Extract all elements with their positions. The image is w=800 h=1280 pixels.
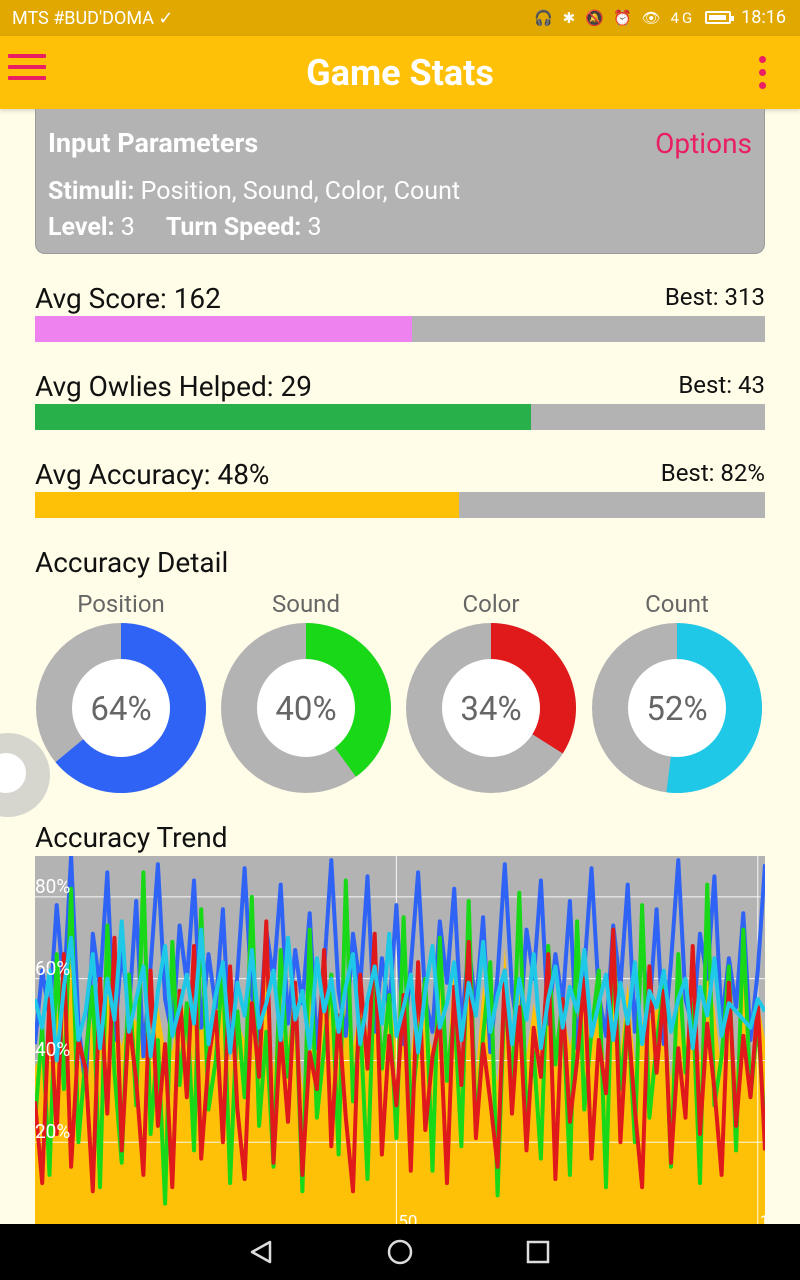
- status-bar: MTS #BUD'DOMA ✓ 🎧 ✱ 🔕 ⏰ 👁 4G 18:16: [0, 0, 800, 36]
- avg-score-label: Avg Score: 162: [35, 282, 221, 315]
- donut-hole: [442, 659, 540, 757]
- navigation-bar: [0, 1224, 800, 1280]
- trend-chart-svg: [35, 856, 765, 1224]
- donut-hole: [257, 659, 355, 757]
- y-tick-label: 60%: [35, 956, 71, 980]
- best-owlies-label: Best: 43: [678, 371, 765, 399]
- page-title: Game Stats: [306, 52, 494, 94]
- accuracy-progress-fill: [35, 492, 460, 518]
- stimuli-line: Stimuli: Position, Sound, Color, Count: [48, 177, 460, 206]
- accuracy-donut-count: Count 52%: [591, 590, 763, 794]
- donut-chart: 34%: [406, 623, 576, 793]
- donut-percent: 40%: [275, 690, 336, 729]
- donut-percent: 64%: [90, 690, 151, 729]
- donut-label: Color: [462, 590, 520, 618]
- x-tick-label: 100: [759, 1212, 765, 1224]
- accuracy-donut-position: Position 64%: [35, 590, 207, 794]
- score-progress-fill: [35, 316, 413, 342]
- donut-chart: 52%: [592, 623, 763, 793]
- recents-icon[interactable]: [518, 1236, 558, 1268]
- donut-chart: 64%: [36, 623, 206, 793]
- x-tick-label: 50: [398, 1212, 418, 1224]
- trend-line-count: [35, 919, 765, 1063]
- accuracy-trend-chart: 80% 60% 40% 20% 50 100: [35, 856, 765, 1224]
- best-score-label: Best: 313: [664, 283, 765, 311]
- level-label: Level:: [48, 213, 115, 242]
- avg-owlies-label: Avg Owlies Helped: 29: [35, 370, 312, 403]
- stimuli-value: Position, Sound, Color, Count: [134, 177, 461, 206]
- stimuli-label: Stimuli:: [48, 177, 135, 206]
- accuracy-donut-sound: Sound 40%: [220, 590, 392, 794]
- turn-speed-label: Turn Speed:: [165, 213, 302, 242]
- home-icon[interactable]: [380, 1236, 420, 1268]
- y-tick-label: 20%: [35, 1120, 71, 1144]
- options-link[interactable]: Options: [655, 127, 752, 160]
- score-progress-bar: [35, 316, 765, 342]
- accuracy-trend-title: Accuracy Trend: [35, 821, 228, 854]
- level-value: 3: [114, 213, 135, 242]
- accuracy-progress-bar: [35, 492, 765, 518]
- donut-label: Position: [77, 590, 165, 618]
- trend-line-color: [35, 919, 765, 1194]
- input-parameters-card: Input Parameters Options Stimuli: Positi…: [35, 109, 765, 254]
- donut-hole: [72, 659, 170, 757]
- params-title: Input Parameters: [48, 127, 259, 159]
- status-icons: 🎧 ✱ 🔕 ⏰ 👁 4G: [534, 8, 696, 27]
- y-tick-label: 40%: [35, 1038, 71, 1062]
- clock: 18:16: [741, 7, 786, 28]
- turn-speed-value: 3: [301, 213, 322, 242]
- level-speed-line: Level: 3 Turn Speed: 3: [48, 213, 322, 242]
- donut-percent: 34%: [460, 690, 521, 729]
- donut-hole: [628, 659, 726, 757]
- donut-chart: 40%: [221, 623, 391, 793]
- accuracy-donut-color: Color 34%: [405, 590, 577, 794]
- donut-percent: 52%: [646, 690, 707, 729]
- app-bar: Game Stats: [0, 36, 800, 109]
- accuracy-detail-title: Accuracy Detail: [35, 546, 229, 579]
- donut-label: Sound: [272, 590, 340, 618]
- best-accuracy-label: Best: 82%: [660, 459, 765, 487]
- back-icon[interactable]: [242, 1236, 282, 1268]
- owlies-progress-bar: [35, 404, 765, 430]
- owlies-progress-fill: [35, 404, 531, 430]
- kebab-icon[interactable]: [756, 56, 768, 90]
- hamburger-icon[interactable]: [8, 54, 46, 84]
- donut-label: Count: [645, 590, 709, 618]
- carrier-name: MTS #BUD'DOMA ✓: [12, 8, 174, 29]
- avg-accuracy-label: Avg Accuracy: 48%: [35, 458, 270, 491]
- battery-icon: [705, 11, 735, 24]
- y-tick-label: 80%: [35, 874, 71, 898]
